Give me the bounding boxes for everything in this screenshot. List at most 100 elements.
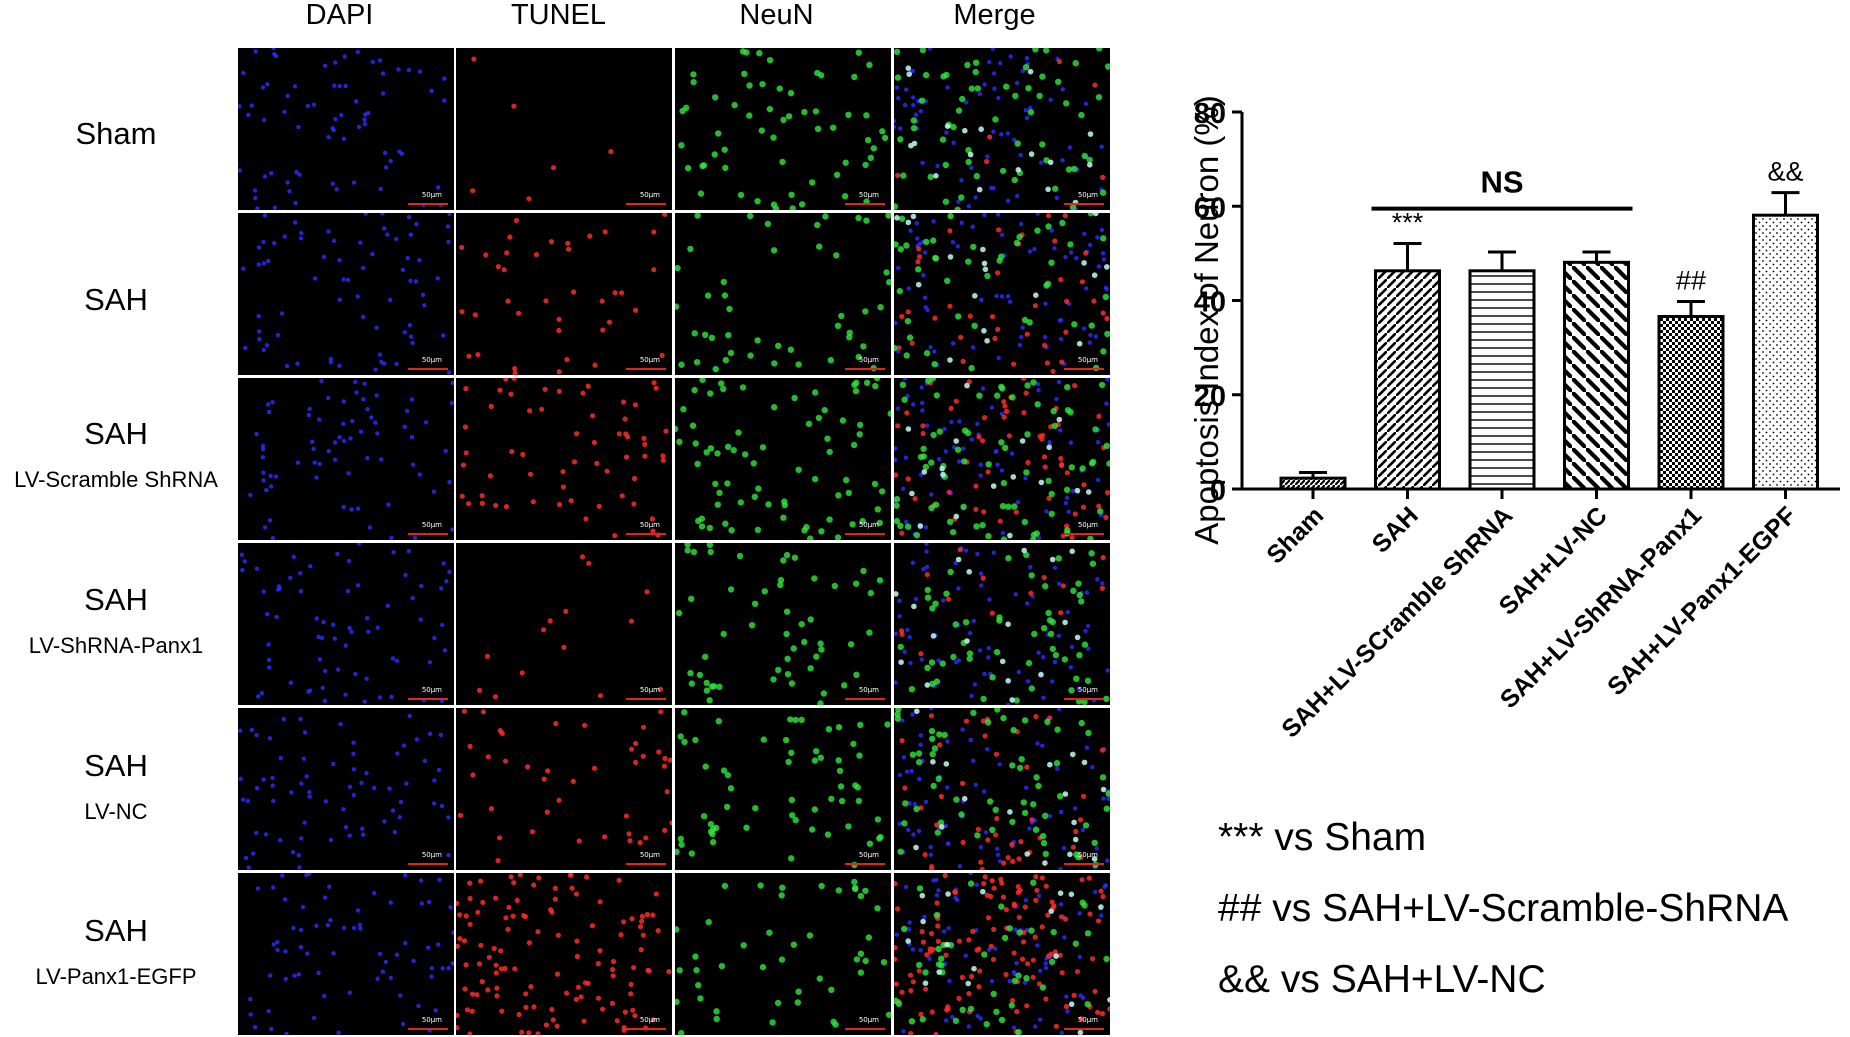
cell-dot [600,327,606,333]
cell-dot [945,739,950,744]
cell-dot [501,267,507,273]
cell-dot [1011,903,1018,909]
cell-dot [488,806,494,812]
cell-dot [725,332,732,339]
cell-dot [783,630,790,638]
cell-dot [409,397,415,402]
cell-dot [895,906,901,912]
cell-dot [1008,54,1013,59]
cell-dot [934,900,940,906]
cell-dot [1005,555,1012,562]
cell-dot [441,333,446,338]
cell-dot [897,643,904,651]
cell-dot [1007,809,1013,815]
cell-dot [993,648,1001,656]
cell-dot [941,598,946,603]
cell-dot [493,895,499,901]
cell-dot [944,130,949,135]
cell-dot [249,727,254,733]
cell-dot [1045,186,1051,193]
cell-dot [432,778,437,783]
cell-dot [791,394,798,402]
cell-dot [1091,856,1098,862]
cell-dot [700,813,708,820]
cell-dot [1013,697,1020,704]
cell-dot [959,178,964,183]
cell-dot [531,1004,537,1010]
cell-dot [894,446,898,451]
scale-bar [626,368,666,370]
cell-dot [894,472,899,478]
cell-dot [924,543,929,547]
cell-dot [326,448,331,454]
cell-dot [777,581,784,589]
cell-dot [365,455,370,461]
cell-dot [692,953,699,960]
cell-dot [571,289,577,295]
cell-dot [631,475,638,482]
cell-dot [903,242,910,249]
cell-dot [1012,92,1019,100]
cell-dot [896,349,901,354]
cell-dot [637,924,644,930]
cell-dot [405,256,410,261]
cell-dot [1081,793,1087,799]
cell-dot [1014,80,1020,86]
cell-dot [1084,1001,1091,1008]
cell-dot [790,645,797,652]
cell-dot [571,459,578,465]
cell-dot [669,820,672,826]
cell-dot [431,801,437,806]
cell-dot [341,277,346,282]
cell-dot [985,837,991,843]
cell-dot [958,194,965,201]
cell-dot [929,605,936,612]
cell-dot [998,383,1005,390]
micrograph-tunel-row-6: 50μm [456,873,672,1035]
cell-dot [678,1029,685,1035]
cell-dot [440,622,445,628]
cell-dot [894,124,897,130]
cell-dot [747,352,754,359]
cell-dot [884,721,891,728]
cell-dot [1003,907,1009,913]
cell-dot [1016,914,1022,920]
cell-dot [1064,470,1070,476]
cell-dot [1023,551,1030,559]
cell-dot [656,749,662,755]
micrograph-dapi-row-6: 50μm [238,873,454,1035]
cell-dot [713,1015,720,1023]
cell-dot [1079,465,1086,472]
cell-dot [413,279,419,284]
cell-dot [777,576,785,584]
cell-dot [984,158,990,165]
cell-dot [976,186,983,193]
cell-dot [278,756,283,761]
cell-dot [1009,818,1016,826]
column-header-neun: NeuN [739,0,814,31]
cell-dot [358,926,363,931]
cell-dot [1072,383,1078,389]
cell-dot [1007,299,1013,304]
cell-dot [688,850,695,857]
cell-dot [992,832,999,838]
cell-dot [969,165,974,171]
cell-dot [1052,185,1059,192]
cell-dot [1087,911,1093,917]
cell-dot [384,165,389,170]
cell-dot [774,999,782,1007]
cell-dot [316,634,321,640]
cell-dot [897,614,902,619]
cell-dot [1068,464,1075,471]
cell-dot [981,951,988,958]
cell-dot [550,1017,556,1023]
cell-dot [681,738,688,746]
cell-dot [876,519,883,527]
cell-dot [932,349,937,354]
cell-dot [354,99,359,104]
cell-dot [488,403,494,409]
cell-dot [470,772,476,778]
cell-dot [556,369,562,375]
cell-dot [722,356,729,364]
